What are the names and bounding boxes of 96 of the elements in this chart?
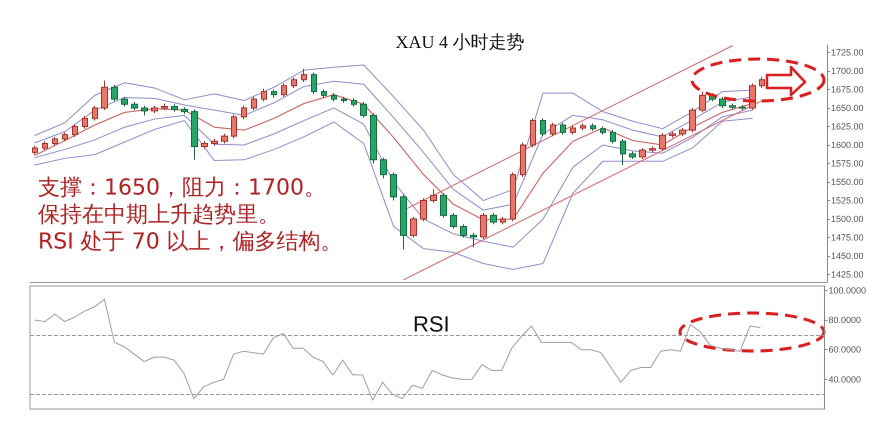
candlestick bbox=[450, 212, 457, 230]
candlestick bbox=[251, 96, 257, 111]
annotation: RSI 处于 70 以上，偏多结构。 bbox=[38, 230, 343, 254]
y-tick-label: 1625.00 bbox=[831, 121, 864, 132]
candlestick bbox=[111, 84, 118, 102]
y-tick-label: 80.0000 bbox=[828, 315, 862, 326]
candlestick bbox=[191, 108, 198, 160]
candlestick bbox=[360, 102, 367, 118]
candlestick bbox=[580, 123, 586, 131]
candlestick bbox=[510, 172, 516, 222]
candlestick bbox=[550, 122, 556, 137]
candlestick bbox=[729, 103, 736, 110]
candlestick bbox=[211, 138, 218, 146]
candlestick bbox=[241, 105, 247, 120]
candlestick bbox=[291, 77, 297, 88]
line-series bbox=[34, 298, 760, 401]
candlestick bbox=[121, 96, 128, 107]
y-tick-label: 1475.00 bbox=[831, 232, 864, 243]
candlestick bbox=[52, 136, 58, 146]
y-tick-label: 1675.00 bbox=[831, 84, 864, 94]
candlestick bbox=[470, 232, 477, 248]
candlestick bbox=[480, 212, 487, 240]
candlestick bbox=[141, 105, 148, 116]
candlestick bbox=[201, 140, 208, 150]
candlestick bbox=[639, 147, 646, 160]
y-tick-label: 60.0000 bbox=[828, 344, 862, 355]
candlestick bbox=[420, 198, 427, 222]
candlestick bbox=[629, 151, 636, 160]
candlestick bbox=[590, 123, 596, 132]
y-tick-label: 1525.00 bbox=[831, 196, 864, 206]
candlestick bbox=[351, 98, 357, 107]
y-tick-label: 1700.00 bbox=[831, 66, 864, 76]
candlestick bbox=[82, 116, 88, 130]
candlestick bbox=[430, 188, 437, 204]
candlestick bbox=[271, 88, 277, 98]
candlestick bbox=[161, 103, 168, 111]
candlestick bbox=[390, 172, 397, 202]
candlestick bbox=[739, 104, 746, 111]
y-tick-label: 1650.00 bbox=[831, 102, 864, 113]
chart-title: XAU 4 小时走势 bbox=[396, 32, 524, 52]
candlestick bbox=[699, 91, 706, 113]
candlestick bbox=[649, 146, 656, 153]
candlestick bbox=[72, 124, 78, 138]
y-tick-label: 1600.00 bbox=[831, 140, 864, 150]
y-tick-label: 1725.00 bbox=[831, 47, 864, 58]
candlestick bbox=[321, 88, 327, 98]
y-tick-label: 1500.00 bbox=[831, 214, 864, 224]
candlestick bbox=[131, 102, 138, 111]
candlestick bbox=[460, 224, 467, 238]
annotation: 支撑：1650，阻力：1700。 bbox=[38, 176, 326, 200]
candlestick bbox=[719, 96, 726, 108]
candlestick bbox=[600, 126, 606, 136]
candlestick bbox=[500, 216, 506, 225]
candlestick bbox=[570, 125, 576, 136]
candlestick bbox=[610, 130, 616, 144]
line-series bbox=[34, 118, 753, 270]
y-tick-label: 1550.00 bbox=[831, 177, 864, 188]
candlestick bbox=[171, 104, 178, 112]
candlestick bbox=[370, 112, 377, 164]
candlestick bbox=[151, 105, 158, 114]
candlestick bbox=[440, 192, 447, 218]
y-tick-label: 1575.00 bbox=[831, 158, 864, 168]
candlestick bbox=[301, 68, 307, 83]
candlestick bbox=[490, 212, 497, 225]
candlestick bbox=[669, 131, 676, 138]
candlestick bbox=[32, 145, 38, 156]
candlestick bbox=[540, 118, 546, 137]
candlestick bbox=[689, 107, 696, 133]
candlestick bbox=[311, 72, 317, 94]
candlestick bbox=[410, 216, 417, 238]
annotation: 保持在中期上升趋势里。 bbox=[38, 202, 280, 228]
candlestick bbox=[759, 76, 765, 88]
candlestick bbox=[181, 106, 188, 114]
y-tick-label: 1450.00 bbox=[831, 251, 864, 262]
candlestick bbox=[620, 138, 626, 166]
y-tick-label: 40.0000 bbox=[828, 374, 862, 384]
candlestick bbox=[62, 132, 68, 142]
candlestick bbox=[520, 142, 526, 178]
candlestick bbox=[659, 132, 666, 152]
candlestick bbox=[679, 127, 686, 137]
candlestick bbox=[560, 122, 566, 136]
y-tick-label: 100.0000 bbox=[828, 285, 866, 296]
candlestick bbox=[281, 83, 287, 98]
candlestick bbox=[341, 96, 347, 104]
y-tick-label: 1425.00 bbox=[831, 270, 864, 280]
candlestick bbox=[380, 157, 387, 179]
candlestick bbox=[530, 118, 536, 148]
candlestick bbox=[400, 194, 407, 250]
candlestick bbox=[92, 105, 98, 122]
candlestick bbox=[221, 133, 228, 144]
candlestick bbox=[42, 140, 48, 151]
text: RSI bbox=[413, 312, 450, 336]
candlestick bbox=[101, 80, 108, 111]
candlestick bbox=[231, 114, 237, 139]
candlestick bbox=[261, 88, 267, 102]
candlestick bbox=[331, 92, 337, 102]
